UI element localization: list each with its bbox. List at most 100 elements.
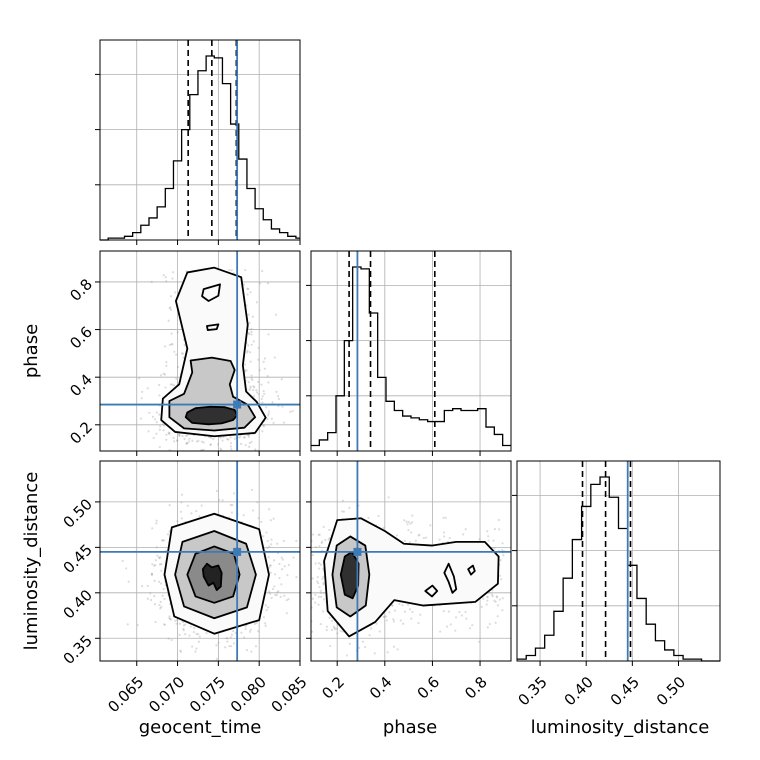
sample-point <box>176 618 179 622</box>
sample-point <box>230 269 233 272</box>
sample-point <box>278 576 281 580</box>
histogram-step <box>517 476 720 662</box>
sample-point <box>272 421 275 425</box>
sample-point <box>153 579 156 582</box>
sample-point <box>243 436 247 439</box>
sample-point <box>368 634 371 637</box>
sample-point <box>171 383 174 386</box>
sample-point <box>246 351 249 354</box>
sample-point <box>491 595 494 598</box>
sample-point <box>221 499 224 502</box>
sample-point <box>184 623 187 626</box>
sample-point <box>158 383 161 387</box>
sample-point <box>324 538 327 542</box>
sample-point <box>215 657 218 661</box>
sample-point <box>257 346 260 349</box>
sample-point <box>281 405 284 408</box>
sample-point <box>269 519 272 522</box>
sample-point <box>163 373 167 376</box>
contour-line <box>163 512 270 635</box>
sample-point <box>155 411 158 414</box>
sample-point <box>311 553 314 557</box>
sample-point <box>150 572 153 575</box>
sample-point <box>272 559 276 562</box>
sample-point <box>146 387 149 390</box>
density-core <box>340 551 359 599</box>
sample-point <box>180 501 183 504</box>
sample-point <box>267 606 270 609</box>
sample-point <box>261 430 264 433</box>
sample-point <box>268 410 271 413</box>
sample-point <box>268 566 271 569</box>
sample-point <box>183 437 186 441</box>
sample-point <box>378 630 381 633</box>
sample-point <box>265 608 268 612</box>
sample-point <box>424 536 428 539</box>
sample-point <box>289 410 292 414</box>
sample-point <box>253 622 257 626</box>
sample-point <box>152 436 155 440</box>
sample-point <box>257 358 260 361</box>
sample-point <box>264 622 267 625</box>
sample-point <box>138 377 141 380</box>
sample-point <box>302 614 304 616</box>
sample-point <box>316 575 319 579</box>
sample-point <box>171 343 174 346</box>
sample-point <box>278 562 281 566</box>
sample-point <box>332 625 335 628</box>
sample-point <box>410 531 413 534</box>
sample-point <box>191 439 194 442</box>
sample-point <box>489 591 492 594</box>
sample-point <box>180 493 184 496</box>
sample-point <box>167 637 170 640</box>
sample-point <box>160 605 163 609</box>
sample-point <box>260 397 263 401</box>
truth-marker <box>233 547 242 556</box>
sample-point <box>158 428 161 431</box>
sample-point <box>147 430 150 433</box>
sample-point <box>383 615 386 619</box>
sample-point <box>498 574 502 577</box>
sample-point <box>167 431 170 434</box>
x-tick-label: 0.35 <box>514 673 550 709</box>
sample-point <box>465 617 468 620</box>
y-tick-label: 0.2 <box>66 418 96 448</box>
sample-point <box>163 597 166 600</box>
sample-point <box>496 604 500 607</box>
sample-point <box>248 332 251 336</box>
sample-point <box>154 620 157 624</box>
contour-line <box>160 266 267 438</box>
sample-point <box>322 525 325 528</box>
sample-point <box>500 548 504 552</box>
sample-point <box>200 448 204 451</box>
sample-point <box>319 589 322 593</box>
sample-point <box>267 381 270 384</box>
sample-point <box>464 610 467 614</box>
sample-point <box>125 567 128 570</box>
sample-point <box>319 591 322 595</box>
sample-point <box>282 421 286 424</box>
sample-point <box>186 434 189 437</box>
sample-point <box>171 277 174 280</box>
sample-point <box>184 633 187 636</box>
sample-point <box>254 645 258 648</box>
sample-point <box>398 602 401 605</box>
sample-point <box>220 454 222 456</box>
sample-point <box>409 522 412 525</box>
sample-point <box>348 506 351 509</box>
sample-point <box>264 624 267 627</box>
sample-point <box>317 510 319 512</box>
sample-point <box>322 591 325 595</box>
sample-point <box>392 645 396 648</box>
sample-point <box>159 607 162 610</box>
sample-point <box>493 599 496 602</box>
sample-point <box>176 520 179 523</box>
sample-point <box>155 522 158 525</box>
sample-point <box>162 429 165 432</box>
x-tick-label: 0.6 <box>414 673 444 703</box>
sample-point <box>255 389 258 392</box>
sample-point <box>167 319 170 322</box>
sample-point <box>255 301 258 304</box>
